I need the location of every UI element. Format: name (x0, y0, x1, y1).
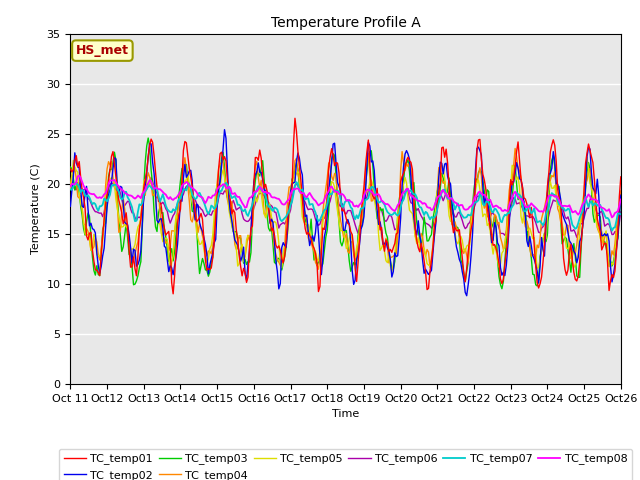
TC_temp06 (423, 221, 431, 227)
TC_temp01 (67, 166, 74, 172)
Y-axis label: Temperature (C): Temperature (C) (31, 163, 41, 254)
TC_temp03 (576, 275, 584, 280)
TC_temp06 (617, 209, 625, 215)
TC_temp05 (285, 214, 293, 220)
TC_temp07 (67, 187, 74, 192)
TC_temp04 (190, 213, 198, 218)
TC_temp03 (191, 207, 199, 213)
Line: TC_temp04: TC_temp04 (70, 148, 621, 269)
TC_temp01 (191, 209, 199, 215)
Line: TC_temp03: TC_temp03 (70, 138, 621, 289)
TC_temp01 (617, 174, 625, 180)
TC_temp02 (611, 262, 619, 268)
TC_temp02 (423, 269, 431, 275)
TC_temp04 (67, 182, 74, 188)
TC_temp06 (147, 175, 155, 180)
Line: TC_temp02: TC_temp02 (70, 130, 621, 296)
TC_temp02 (373, 207, 381, 213)
TC_temp05 (574, 251, 582, 257)
TC_temp04 (423, 247, 431, 252)
TC_temp07 (373, 196, 381, 202)
TC_temp03 (611, 251, 619, 257)
TC_temp04 (315, 266, 323, 272)
TC_temp04 (576, 221, 584, 227)
TC_temp07 (611, 225, 619, 230)
TC_temp08 (76, 173, 83, 179)
TC_temp02 (221, 127, 228, 132)
X-axis label: Time: Time (332, 409, 359, 419)
TC_temp02 (287, 189, 294, 195)
TC_temp08 (67, 183, 74, 189)
Title: Temperature Profile A: Temperature Profile A (271, 16, 420, 30)
TC_temp03 (373, 216, 381, 222)
TC_temp08 (373, 192, 381, 197)
Text: HS_met: HS_met (76, 44, 129, 57)
TC_temp06 (576, 223, 584, 228)
TC_temp07 (190, 194, 198, 200)
TC_temp01 (291, 115, 299, 121)
TC_temp07 (617, 212, 625, 217)
TC_temp05 (190, 205, 198, 211)
TC_temp05 (583, 155, 591, 160)
TC_temp07 (608, 228, 616, 234)
TC_temp06 (67, 193, 74, 199)
TC_temp05 (617, 195, 625, 201)
TC_temp08 (608, 215, 616, 220)
TC_temp01 (287, 195, 294, 201)
TC_temp07 (574, 220, 582, 226)
TC_temp06 (373, 199, 381, 205)
TC_temp07 (423, 210, 431, 216)
TC_temp02 (463, 293, 470, 299)
Line: TC_temp05: TC_temp05 (70, 157, 621, 272)
Line: TC_temp08: TC_temp08 (70, 176, 621, 217)
TC_temp01 (576, 259, 584, 264)
TC_temp01 (425, 286, 433, 291)
TC_temp07 (285, 208, 293, 214)
TC_temp05 (67, 186, 74, 192)
TC_temp04 (617, 188, 625, 194)
TC_temp03 (145, 135, 152, 141)
TC_temp08 (617, 197, 625, 203)
TC_temp05 (388, 269, 396, 275)
TC_temp02 (617, 192, 625, 198)
TC_temp07 (292, 179, 300, 185)
TC_temp08 (287, 192, 294, 197)
TC_temp02 (576, 239, 584, 244)
TC_temp03 (287, 196, 294, 202)
TC_temp06 (573, 234, 580, 240)
Legend: TC_temp01, TC_temp02, TC_temp03, TC_temp04, TC_temp05, TC_temp06, TC_temp07, TC_: TC_temp01, TC_temp02, TC_temp03, TC_temp… (59, 449, 632, 480)
TC_temp02 (190, 205, 198, 211)
TC_temp01 (611, 268, 619, 274)
Line: TC_temp01: TC_temp01 (70, 118, 621, 294)
TC_temp03 (498, 286, 506, 292)
TC_temp03 (423, 238, 431, 244)
TC_temp01 (170, 291, 177, 297)
TC_temp04 (373, 202, 381, 207)
Line: TC_temp07: TC_temp07 (70, 182, 621, 231)
TC_temp08 (574, 212, 582, 217)
TC_temp06 (191, 197, 199, 203)
TC_temp06 (287, 207, 294, 213)
Line: TC_temp06: TC_temp06 (70, 178, 621, 237)
TC_temp06 (611, 228, 619, 234)
TC_temp08 (611, 210, 619, 216)
TC_temp01 (375, 208, 383, 214)
TC_temp08 (423, 204, 431, 210)
TC_temp05 (372, 205, 380, 211)
TC_temp04 (611, 241, 619, 247)
TC_temp05 (611, 252, 619, 258)
TC_temp03 (617, 195, 625, 201)
TC_temp04 (285, 184, 293, 190)
TC_temp03 (67, 164, 74, 170)
TC_temp05 (423, 261, 431, 266)
TC_temp02 (67, 204, 74, 209)
TC_temp04 (511, 145, 519, 151)
TC_temp08 (191, 187, 199, 193)
